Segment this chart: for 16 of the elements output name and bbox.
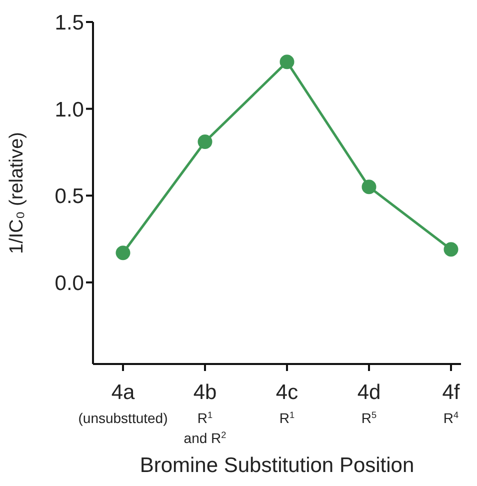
x-tick-label: 4c R$^{1}$ — [276, 381, 298, 426]
x-tick-label: 4d R$^{5}$ — [357, 381, 381, 426]
x-axis-title: Bromine Substitution Position — [140, 454, 414, 477]
point — [362, 180, 376, 194]
x-tick-label: 4f R$^{4}$ — [442, 381, 460, 426]
y-tick-label: 1.0 — [54, 98, 84, 122]
y-axis-title: 1/IC₀ (relative) — [6, 132, 28, 254]
y-tick-label: 0.0 — [54, 272, 84, 295]
y-tick-label: 0.5 — [54, 185, 84, 208]
x-tick-label: 4a (unsubsttuted) — [78, 381, 168, 426]
x-tick-label: 4b R$^{1}$ and R$^{2}$ — [184, 381, 226, 446]
point — [280, 54, 294, 70]
y-tick-label: 1.5 — [54, 11, 84, 34]
point — [116, 246, 130, 260]
point — [198, 134, 212, 150]
point — [444, 242, 458, 257]
